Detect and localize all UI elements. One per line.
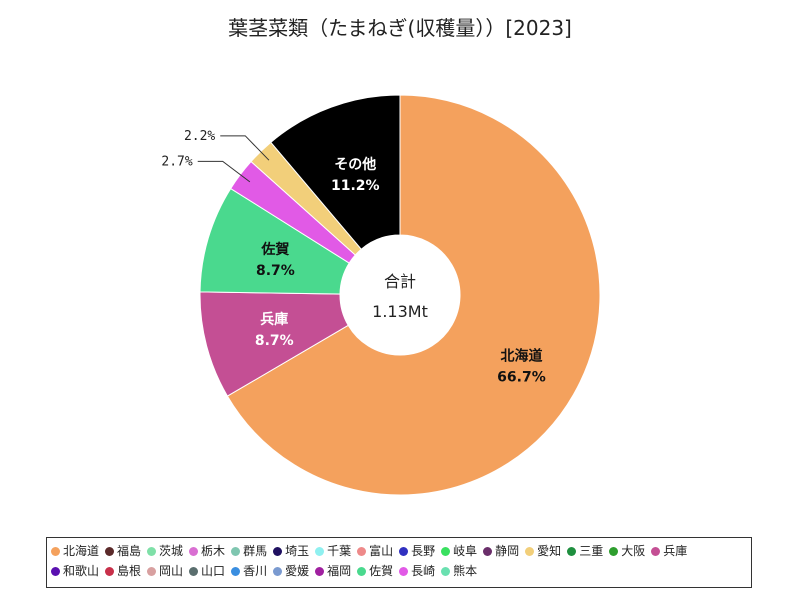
center-total-value: 1.13Mt <box>372 302 428 321</box>
pie-slice-その他 <box>270 94 401 250</box>
legend-label: 岐阜 <box>453 544 478 558</box>
legend-item: 栃木 <box>189 541 225 561</box>
legend-item: 千葉 <box>315 541 351 561</box>
legend-item: 岐阜 <box>441 541 477 561</box>
legend-marker <box>105 546 115 556</box>
legend-item: 長崎 <box>399 561 435 581</box>
legend-label: 三重 <box>579 544 604 558</box>
legend-item: 山口 <box>189 561 225 581</box>
slice-name-label: 佐賀 <box>260 241 289 258</box>
legend-marker <box>357 566 367 576</box>
legend-label: 愛媛 <box>285 564 310 578</box>
legend-label: 静岡 <box>495 544 520 558</box>
legend-marker <box>147 566 157 576</box>
legend-marker <box>399 566 409 576</box>
legend-item: 和歌山 <box>51 561 99 581</box>
legend-marker <box>51 566 60 576</box>
legend-label: 和歌山 <box>63 564 100 578</box>
legend-item: 熊本 <box>441 561 477 581</box>
legend-item: 長野 <box>399 541 435 561</box>
legend-marker <box>357 546 367 556</box>
legend-label: 長野 <box>411 544 436 558</box>
legend-item: 群馬 <box>231 541 267 561</box>
legend-marker <box>147 546 157 556</box>
legend-marker <box>273 566 283 576</box>
legend-item: 愛媛 <box>273 561 309 581</box>
legend-label: 山口 <box>201 564 226 578</box>
legend-marker <box>567 546 577 556</box>
chart-title: 葉茎菜類（たまねぎ(収穫量））[2023] <box>228 16 572 40</box>
legend-label: 栃木 <box>201 544 226 558</box>
legend-marker <box>483 546 493 556</box>
legend-label: 群馬 <box>243 544 268 558</box>
legend-marker <box>525 546 535 556</box>
legend-label: 福島 <box>117 544 142 558</box>
slice-value-label: 11.2% <box>331 178 380 194</box>
slice-name-label: 兵庫 <box>260 311 288 328</box>
legend-item: 静岡 <box>483 541 519 561</box>
slice-value-label: 2.2% <box>184 129 215 144</box>
legend-marker <box>273 546 283 556</box>
legend-label: 島根 <box>117 564 142 578</box>
legend-item: 北海道 <box>51 541 99 561</box>
legend-item: 兵庫 <box>651 541 687 561</box>
legend-item: 島根 <box>105 561 141 581</box>
legend-marker <box>315 566 325 576</box>
legend-item: 香川 <box>231 561 267 581</box>
legend-label: 香川 <box>243 564 268 578</box>
legend-label: 茨城 <box>159 544 184 558</box>
slice-name-label: 北海道 <box>500 348 542 365</box>
legend-marker <box>315 546 325 556</box>
slice-value-label: 8.7% <box>255 333 294 349</box>
pie-chart: 北海道 66.7% 兵庫 8.7% 佐賀 8.7% 2.7% 2.2% その他 11.2% 合計 1.… <box>161 94 601 496</box>
legend-marker <box>231 566 241 576</box>
legend-item: 埼玉 <box>273 541 309 561</box>
legend-label: 北海道 <box>63 544 100 558</box>
legend: 北海道 福島 茨城 栃木 群馬 埼玉 千葉 富山 長野 岐阜 静岡 愛知 三重 大阪 兵庫和歌山 島根 岡山 山口… <box>46 537 752 588</box>
leader-line <box>197 160 251 183</box>
legend-label: 兵庫 <box>663 544 688 558</box>
legend-marker <box>609 546 619 556</box>
legend-label: 埼玉 <box>285 544 310 558</box>
legend-label: 熊本 <box>453 564 478 578</box>
legend-marker <box>231 546 241 556</box>
slice-value-label: 2.7% <box>161 154 192 169</box>
legend-marker <box>399 546 409 556</box>
legend-item: 佐賀 <box>357 561 393 581</box>
slice-value-label: 66.7% <box>497 370 546 386</box>
center-total-label: 合計 <box>384 272 416 291</box>
legend-label: 長崎 <box>411 564 436 578</box>
legend-label: 福岡 <box>327 564 352 578</box>
legend-marker <box>51 546 60 556</box>
legend-item: 福島 <box>105 541 141 561</box>
legend-item: 岡山 <box>147 561 183 581</box>
legend-item: 三重 <box>567 541 603 561</box>
legend-label: 千葉 <box>327 544 352 558</box>
pie-slice-北海道 <box>226 94 601 496</box>
legend-marker <box>441 566 451 576</box>
legend-marker <box>189 546 199 556</box>
legend-label: 岡山 <box>159 564 184 578</box>
slice-value-label: 8.7% <box>256 263 295 279</box>
legend-item: 福岡 <box>315 561 351 581</box>
legend-marker <box>651 546 661 556</box>
legend-item: 茨城 <box>147 541 183 561</box>
legend-marker <box>441 546 451 556</box>
legend-item: 大阪 <box>609 541 645 561</box>
legend-item: 富山 <box>357 541 393 561</box>
legend-item: 愛知 <box>525 541 561 561</box>
legend-label: 佐賀 <box>369 564 394 578</box>
leader-line <box>220 135 270 161</box>
legend-marker <box>189 566 199 576</box>
legend-marker <box>105 566 115 576</box>
legend-label: 富山 <box>369 544 394 558</box>
slice-name-label: その他 <box>334 156 376 173</box>
legend-label: 大阪 <box>621 544 646 558</box>
legend-label: 愛知 <box>537 544 562 558</box>
